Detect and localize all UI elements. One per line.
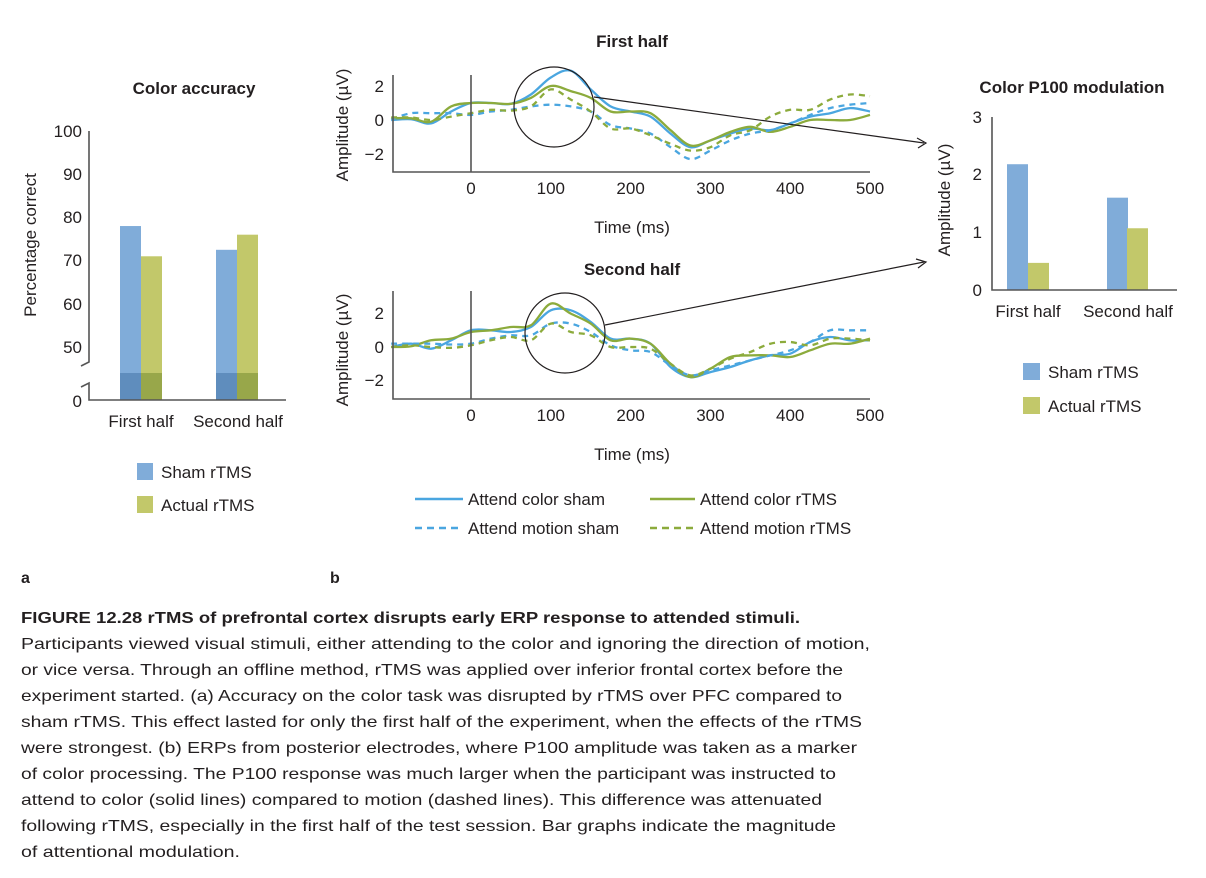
y-tick: 1 [973,223,982,242]
bar-base-segment [237,373,258,400]
caption-line: attend to color (solid lines) compared t… [21,792,822,809]
x-tick: 100 [537,179,565,198]
bar-actual-rtms [237,234,258,373]
bar-sham-rtms [1107,197,1128,290]
y-tick: 100 [54,122,82,141]
y-tick: 80 [63,208,82,227]
bar-sham-rtms [120,226,141,373]
y-tick: −2 [365,145,384,164]
line-attend-color-rtms [391,84,871,148]
caption-line: following rTMS, especially in the first … [21,818,836,835]
caption-line: or vice versa. Through an offline method… [21,662,843,679]
y-tick: −2 [365,371,384,390]
panel-label-a: a [21,570,30,587]
x-tick: Second half [1083,302,1173,321]
axis-with-break [80,131,286,401]
x-axis-label: Time (ms) [594,218,670,237]
arrow-head-icon [916,137,928,149]
bar-actual-rtms [141,256,162,373]
x-tick: 0 [466,406,475,425]
x-tick: 300 [696,406,724,425]
legend-label: Sham rTMS [1048,363,1139,382]
legend-label: Attend color sham [468,490,605,509]
axes [991,117,1177,291]
connector-line [604,261,925,326]
legend-swatch-sham [137,463,153,480]
bar-actual-rtms [1127,228,1148,290]
x-tick: Second half [193,412,283,431]
connector-line [593,96,925,144]
chart-title: Color accuracy [133,79,256,98]
arrow-head-icon [915,258,928,269]
y-tick: 0 [73,392,82,411]
legend-swatch-actual [1023,397,1040,414]
erp-first-half-chart: First half Amplitude (µV) 2 0 −2 0 100 200… [333,32,928,237]
y-tick: 0 [375,338,384,357]
panel-label-b: b [330,570,340,587]
x-tick: 100 [537,406,565,425]
y-tick: 2 [375,304,384,323]
chart-title: First half [596,32,668,51]
p100-highlight-circle [513,66,595,148]
y-axis-label: Percentage correct [21,173,40,317]
y-axis-label: Amplitude (µV) [333,294,352,407]
bar-actual-rtms [1028,262,1049,290]
y-tick: 0 [973,281,982,300]
caption-line: Participants viewed visual stimuli, eith… [21,636,870,653]
x-tick: 400 [776,179,804,198]
legend-label: Attend color rTMS [700,490,837,509]
bar-sham-rtms [216,249,237,373]
bar-sham-rtms [1007,164,1028,290]
caption-line: were strongest. (b) ERPs from posterior … [20,740,858,757]
caption-line: of attentional modulation. [21,844,240,861]
x-axis-label: Time (ms) [594,445,670,464]
chart-title: Color P100 modulation [979,78,1164,97]
y-tick: 50 [63,338,82,357]
legend-label: Sham rTMS [161,463,252,482]
y-tick: 2 [375,77,384,96]
y-tick: 0 [375,111,384,130]
caption-heading: FIGURE 12.28 rTMS of prefrontal cortex d… [21,610,800,627]
legend-swatch-sham [1023,363,1040,380]
legend-swatch-actual [137,496,153,513]
x-tick: 500 [856,179,884,198]
legend-label: Actual rTMS [161,496,255,515]
bar-base-segment [216,373,237,400]
axes [392,75,870,173]
caption-line: sham rTMS. This effect lasted for only t… [21,714,862,731]
p100-modulation-chart: Color P100 modulation Amplitude (µV) 3 2… [935,78,1177,416]
chart-title: Second half [584,260,681,279]
y-tick: 90 [63,165,82,184]
bar-base-segment [141,373,162,400]
y-axis-label: Amplitude (µV) [935,144,954,257]
legend-label: Attend motion rTMS [700,519,851,538]
bar-base-segment [120,373,141,400]
x-tick: 200 [616,179,644,198]
caption-line: experiment started. (a) Accuracy on the … [21,688,842,705]
x-tick: 400 [776,406,804,425]
p100-highlight-circle [524,292,606,374]
legend-label: Actual rTMS [1048,397,1142,416]
line-attend-color-rtms [391,302,871,379]
figure-caption: FIGURE 12.28 rTMS of prefrontal cortex d… [20,610,870,861]
y-tick: 70 [63,251,82,270]
caption-line: of color processing. The P100 response w… [21,766,836,783]
x-tick: 300 [696,179,724,198]
color-accuracy-chart: Color accuracy Percentage correct 100 90… [21,79,286,515]
x-tick: 500 [856,406,884,425]
legend-label: Attend motion sham [468,519,619,538]
erp-second-half-chart: Second half Amplitude (µV) 2 0 −2 0 100 20… [333,258,928,538]
x-tick: 0 [466,179,475,198]
x-tick: First half [108,412,173,431]
y-tick: 60 [63,295,82,314]
y-tick: 2 [973,165,982,184]
x-tick: 200 [616,406,644,425]
line-attend-color-sham [390,307,871,379]
axes [392,291,870,400]
y-tick: 3 [973,108,982,127]
x-tick: First half [995,302,1060,321]
y-axis-label: Amplitude (µV) [333,69,352,182]
